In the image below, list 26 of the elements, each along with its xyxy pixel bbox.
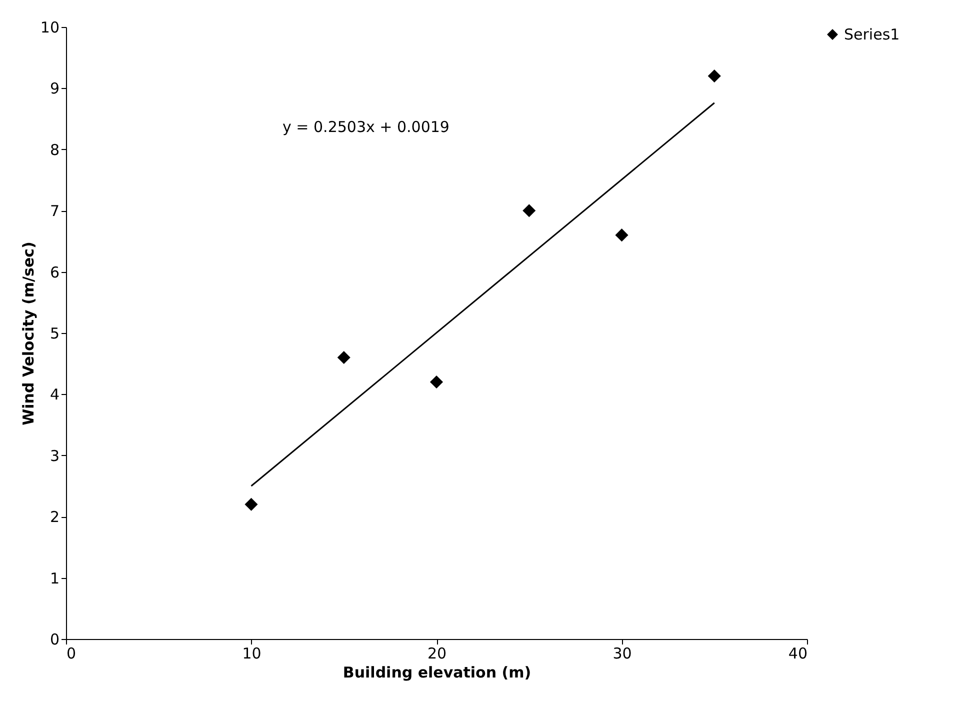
point [615, 228, 628, 242]
y-tick-label: 8 [50, 140, 60, 159]
x-tick-label: 20 [427, 644, 447, 662]
y-tick-label: 1 [50, 569, 60, 588]
point [244, 498, 258, 511]
point [337, 350, 350, 364]
y-axis-title: Wind Velocity (m/sec) [19, 242, 38, 426]
y-tick-label: 6 [50, 263, 60, 282]
y-tick-label: 4 [50, 386, 60, 404]
y-tick-label: 3 [50, 446, 60, 465]
x-tick-label: 0 [66, 644, 76, 662]
y-tick-label: 0 [50, 630, 60, 648]
annotation: y = 0.2503x + 0.0019 [282, 118, 450, 136]
point [708, 69, 721, 82]
x-axis-title: Building elevation (m) [342, 664, 532, 682]
y-tick-label: 9 [50, 80, 60, 98]
y-tick-label: 2 [50, 508, 60, 526]
y-tick-label: 5 [50, 324, 60, 342]
x-tick-label: 10 [242, 644, 262, 662]
y-tick-label: 10 [40, 18, 60, 36]
y-tick-label: 7 [50, 202, 60, 220]
point [522, 204, 536, 218]
x-tick-label: 30 [612, 644, 632, 662]
legend-label: Series1 [844, 26, 900, 44]
x-tick-label: 40 [788, 644, 808, 662]
point [430, 375, 444, 388]
